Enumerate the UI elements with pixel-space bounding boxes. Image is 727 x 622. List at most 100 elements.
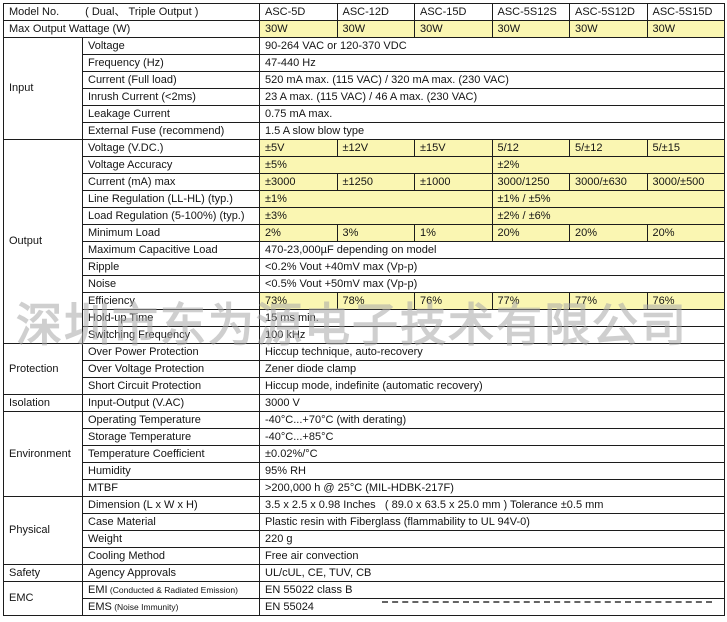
value-cell-2: 1% [414,224,493,242]
param-label: Agency Approvals [88,566,177,579]
param-label: Short Circuit Protection [88,379,202,392]
value-cell-0: 1.5 A slow blow type [259,122,725,140]
param-label-cell: Current (mA) max [82,173,260,191]
param-label: Inrush Current (<2ms) [88,90,196,103]
value-cell-3: 20% [491,224,570,242]
param-label-cell: Humidity [82,462,260,480]
param-label: MTBF [88,481,118,494]
value-cell-0: 2% [259,224,338,242]
value-cell-0: Free air convection [259,547,725,565]
param-label-cell: Case Material [82,513,260,531]
param-label-cell: Hold-up Time [82,309,260,327]
param-label: Load Regulation (5-100%) (typ.) [88,209,245,222]
value-cell-1: ±2% / ±6% [491,207,725,225]
value-cell-0: -40°C...+85°C [259,428,725,446]
value-cell-3: 5/12 [491,139,570,157]
value-cell-0: 220 g [259,530,725,548]
value-cell-0: 73% [259,292,338,310]
param-label: Voltage (V.DC.) [88,141,164,154]
value-cell-0: 15 ms min. [259,309,725,327]
value-cell-0: Plastic resin with Fiberglass (flammabil… [259,513,725,531]
section-label-input: Input [3,37,83,140]
param-label-cell: EMS (Noise Immunity) [82,598,260,616]
model-header-5: ASC-5S15D [646,3,725,21]
value-cell-4: 77% [569,292,648,310]
param-label-cell: Inrush Current (<2ms) [82,88,260,106]
param-label-cell: Weight [82,530,260,548]
value-cell-1: 78% [336,292,415,310]
value-cell-0: EN 55022 class B [259,581,725,599]
section-label-emc: EMC [3,581,83,616]
wattage-value-3: 30W [491,20,570,38]
param-label: Frequency (Hz) [88,56,164,69]
value-cell-2: ±15V [414,139,493,157]
param-label-cell: Over Power Protection [82,343,260,361]
value-cell-0: 3.5 x 2.5 x 0.98 Inches ( 89.0 x 63.5 x … [259,496,725,514]
param-label-cell: Short Circuit Protection [82,377,260,395]
param-label: Weight [88,532,123,545]
param-label: Voltage Accuracy [88,158,173,171]
param-label-cell: Dimension (L x W x H) [82,496,260,514]
param-label-cell: Minimum Load [82,224,260,242]
value-cell-0: Hiccup technique, auto-recovery [259,343,725,361]
model-header-3: ASC-5S12S [491,3,570,21]
param-label-cell: Efficiency [82,292,260,310]
param-label: Case Material [88,515,156,528]
model-no-note: ( Dual、 Triple Output ) [85,5,199,18]
param-label-cell: Load Regulation (5-100%) (typ.) [82,207,260,225]
value-cell-0: >200,000 h @ 25°C (MIL-HDBK-217F) [259,479,725,497]
wattage-value-4: 30W [569,20,648,38]
param-label-cell: Line Regulation (LL-HL) (typ.) [82,190,260,208]
param-label: Noise [88,277,117,290]
value-cell-0: ±5V [259,139,338,157]
param-label: Dimension (L x W x H) [88,498,198,511]
section-label-protection: Protection [3,343,83,395]
wattage-value-5: 30W [646,20,725,38]
param-label: Efficiency [88,294,135,307]
value-cell-0: <0.5% Vout +50mV max (Vp-p) [259,275,725,293]
section-label-isolation: Isolation [3,394,83,412]
param-label-cell: Operating Temperature [82,411,260,429]
value-cell-0: 90-264 VAC or 120-370 VDC [259,37,725,55]
value-cell-0: Zener diode clamp [259,360,725,378]
param-label-cell: Voltage [82,37,260,55]
value-cell-0: ±3000 [259,173,338,191]
param-label-cell: Noise [82,275,260,293]
param-label: Over Power Protection [88,345,199,358]
param-label-cell: Ripple [82,258,260,276]
param-label-cell: Leakage Current [82,105,260,123]
param-note: (Noise Immunity) [111,601,179,612]
value-cell-0: <0.2% Vout +40mV max (Vp-p) [259,258,725,276]
value-cell-0: 95% RH [259,462,725,480]
param-label-cell: External Fuse (recommend) [82,122,260,140]
param-label: External Fuse (recommend) [88,124,225,137]
param-label: Minimum Load [88,226,161,239]
section-label-output: Output [3,139,83,344]
spec-table: Model No. ( Dual、 Triple Output ) ASC-5D AS… [3,3,725,616]
model-header-2: ASC-15D [414,3,493,21]
model-no-cell: Model No. ( Dual、 Triple Output ) [3,3,260,21]
model-header-0: ASC-5D [259,3,338,21]
value-cell-3: 77% [491,292,570,310]
value-cell-1: 3% [336,224,415,242]
value-cell-0: 100 kHz [259,326,725,344]
param-label-cell: Voltage Accuracy [82,156,260,174]
param-label-cell: Cooling Method [82,547,260,565]
value-cell-5: 76% [646,292,725,310]
value-cell-2: ±1000 [414,173,493,191]
value-cell-3: 3000/1250 [491,173,570,191]
param-label: Humidity [88,464,131,477]
value-cell-5: 20% [646,224,725,242]
param-label: EMS [88,600,112,613]
param-label: Line Regulation (LL-HL) (typ.) [88,192,233,205]
param-label: Switching Frequency [88,328,191,341]
param-label: Input-Output (V.AC) [88,396,185,409]
wattage-label-cell: Max Output Wattage (W) [3,20,260,38]
param-label-cell: Current (Full load) [82,71,260,89]
value-cell-1: ±1% / ±5% [491,190,725,208]
param-label-cell: Maximum Capacitive Load [82,241,260,259]
model-no-label: Model No. [9,5,60,18]
value-cell-5: 3000/±500 [646,173,725,191]
value-cell-0: ±5% [259,156,493,174]
